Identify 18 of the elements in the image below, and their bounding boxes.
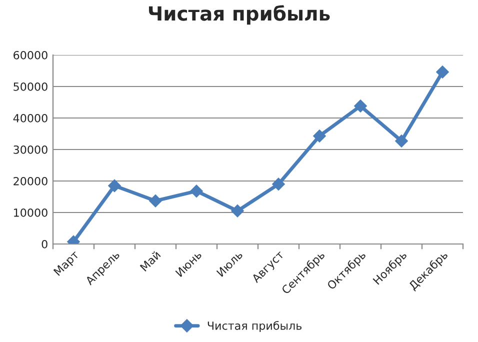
point xyxy=(436,66,449,78)
y-tick-label: 20000 xyxy=(14,176,48,186)
y-tick-label: 10000 xyxy=(14,208,48,217)
y-tick-label: 50000 xyxy=(14,82,48,91)
y-tick-label: 40000 xyxy=(13,114,48,122)
point xyxy=(354,100,367,112)
y-tick-label: 60000 xyxy=(14,50,48,60)
y-tick-label: 0 xyxy=(42,240,48,248)
point xyxy=(108,179,121,192)
legend-label: Чистая прибыль xyxy=(208,321,302,332)
y-tick-label: 30000 xyxy=(14,145,48,154)
point xyxy=(395,134,408,148)
point xyxy=(231,204,244,218)
point xyxy=(313,130,326,142)
chart-title: Чистая прибыль xyxy=(148,5,330,25)
point xyxy=(149,194,162,208)
point xyxy=(190,184,203,198)
point xyxy=(272,178,285,191)
